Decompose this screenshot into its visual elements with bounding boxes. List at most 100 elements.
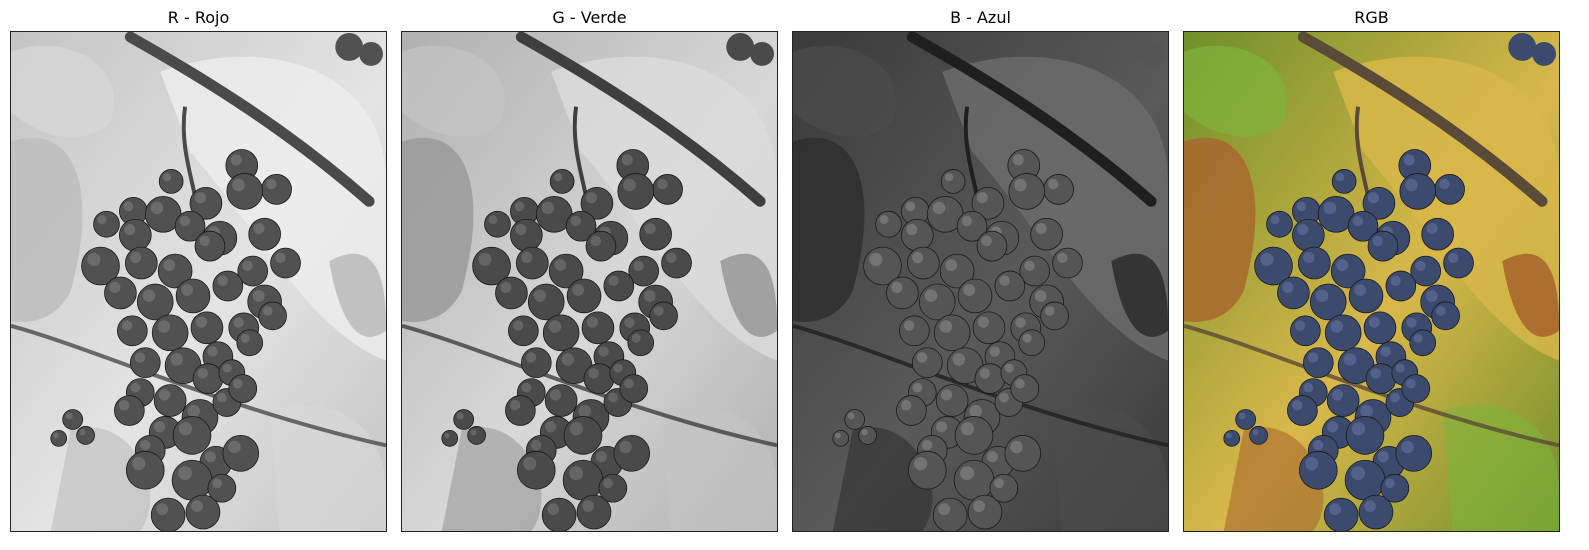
grape-berry (994, 270, 1026, 302)
grape-berry (566, 278, 602, 314)
grape-berry (603, 270, 635, 302)
grape-berry (549, 169, 575, 194)
grape-berry (581, 311, 615, 345)
image-blue-channel (792, 31, 1169, 532)
grape-berry (954, 416, 994, 455)
grape-berry (248, 217, 281, 251)
grape-berry (516, 450, 556, 490)
panel-title: R - Rojo (167, 8, 230, 27)
grape-berry (62, 409, 84, 430)
grape-berry (158, 169, 184, 194)
grape-berry (222, 434, 260, 472)
grape-berry (190, 311, 224, 345)
grape-berry (1434, 174, 1465, 205)
grape-berry (129, 347, 161, 379)
grape-berry (939, 253, 975, 289)
grape-berry (598, 473, 628, 503)
grape-berry (1290, 315, 1321, 347)
grape-berry (972, 311, 1006, 345)
grape-berry (93, 210, 120, 238)
grape-berry (472, 246, 511, 286)
grape-berry (236, 329, 264, 357)
grape-berry (563, 416, 603, 455)
grape-berry (508, 315, 539, 347)
grape-berry (576, 494, 612, 530)
grape-berry (863, 246, 902, 286)
grape-berry (858, 426, 877, 445)
grape-berry (1043, 174, 1074, 205)
image-green-channel (401, 31, 778, 532)
grape-berry (150, 497, 186, 531)
grape-berry (153, 384, 187, 417)
grape-berry (1348, 278, 1384, 314)
grape-berry (185, 494, 221, 530)
grape-berry (940, 169, 966, 194)
grape-cluster-photo (793, 32, 1168, 531)
grape-berry (875, 210, 902, 238)
grape-berry (124, 246, 158, 280)
grape-berry (1019, 255, 1051, 287)
grape-berry (1326, 384, 1360, 417)
grape-berry (1363, 311, 1397, 345)
grape-berry (157, 253, 193, 289)
grape-berry (1365, 363, 1397, 394)
grape-berry (1385, 270, 1417, 302)
grape-berry (1254, 246, 1293, 286)
grape-berry (151, 314, 189, 352)
grape-berry (114, 395, 145, 426)
grape-berry (172, 416, 212, 455)
grape-berry (1298, 450, 1338, 490)
grape-berry (639, 217, 672, 251)
grape-berry (1008, 173, 1046, 210)
grape-berry (1395, 434, 1433, 472)
grape-berry (1344, 459, 1386, 501)
grape-berry (989, 473, 1019, 503)
grape-berry (484, 210, 511, 238)
grape-berry (580, 186, 614, 220)
grape-berry (1421, 217, 1454, 251)
grape-berry (1052, 247, 1083, 279)
grape-berry (510, 218, 543, 252)
grape-berry (175, 278, 211, 314)
grape-berry (1380, 473, 1410, 503)
grape-berry (174, 210, 206, 242)
grape-berry (901, 218, 934, 252)
grape-berry (1399, 173, 1437, 210)
grape-berry (136, 283, 174, 321)
grape-berry (1347, 210, 1379, 242)
grape-berry (441, 430, 459, 447)
grape-berry (1010, 374, 1040, 403)
grape-berry (1324, 314, 1362, 352)
grape-berry (1292, 218, 1325, 252)
grape-cluster-photo (1184, 32, 1559, 531)
grape-berry (906, 246, 940, 280)
grape-berry (1223, 430, 1241, 447)
grape-berry (1409, 329, 1437, 357)
grape-berry (1362, 186, 1396, 220)
grape-berry (1367, 230, 1399, 262)
grape-berry (226, 173, 264, 210)
grape-berry (527, 283, 565, 321)
panel-blue: B - Azul (792, 0, 1169, 550)
grape-berry (886, 276, 919, 310)
grape-berry (649, 301, 678, 331)
grape-berry (957, 278, 993, 314)
grape-berry (270, 247, 301, 279)
panel-red: R - Rojo (10, 0, 387, 550)
grape-berry (207, 473, 237, 503)
grape-berry (628, 255, 660, 287)
grape-cluster-photo (11, 32, 386, 531)
grape-berry (899, 315, 930, 347)
grape-berry (1330, 253, 1366, 289)
grape-berry (1277, 276, 1310, 310)
grape-berry (467, 426, 486, 445)
grape-berry (212, 270, 244, 302)
grape-berry (562, 459, 604, 501)
grape-cluster-photo (402, 32, 777, 531)
image-rgb (1183, 31, 1560, 532)
grape-berry (844, 409, 866, 430)
grape-berry (1040, 301, 1069, 331)
grape-berry (548, 253, 584, 289)
grape-berry (171, 459, 213, 501)
panel-title: RGB (1354, 8, 1389, 27)
